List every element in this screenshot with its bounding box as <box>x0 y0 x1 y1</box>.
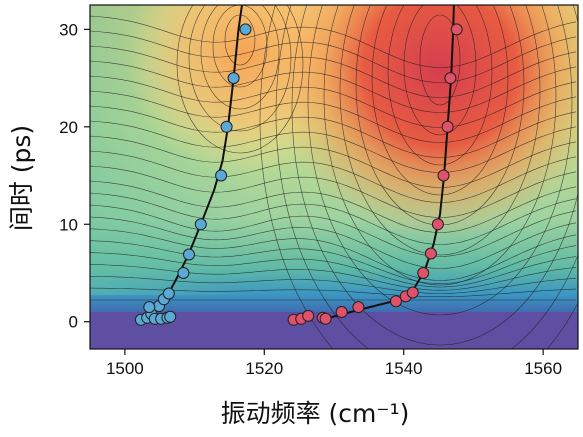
contour-line <box>403 5 477 136</box>
data-point <box>164 310 177 323</box>
contour-line <box>307 5 573 316</box>
data-point <box>302 309 315 322</box>
x-tick-label: 1560 <box>524 359 562 378</box>
data-point <box>220 120 233 133</box>
y-tick-label: 20 <box>59 118 78 137</box>
data-point <box>143 301 156 314</box>
contour-line <box>90 228 577 281</box>
data-point <box>335 306 348 318</box>
data-points <box>134 23 463 326</box>
data-point <box>352 301 365 314</box>
y-tick-label: 30 <box>59 20 78 39</box>
data-point <box>183 248 195 261</box>
contour-line <box>90 120 577 173</box>
contour-line <box>188 5 292 132</box>
contour-line <box>90 204 577 257</box>
contour-line <box>200 5 280 110</box>
y-tick-label: 0 <box>69 313 78 332</box>
contour-line <box>90 105 577 158</box>
contour-line <box>90 165 577 218</box>
data-point <box>227 72 240 85</box>
contour-line <box>387 5 493 166</box>
data-point <box>406 286 419 299</box>
y-axis: 0 10 20 30 <box>59 20 90 332</box>
data-point <box>319 312 332 325</box>
contour-line <box>259 5 578 349</box>
contour-background <box>90 5 578 349</box>
contour-line <box>90 75 577 128</box>
data-point <box>239 23 252 36</box>
contour-line <box>90 135 577 188</box>
y-axis-label: 间时 (ps) <box>7 125 36 231</box>
x-tick-label: 1500 <box>106 359 144 378</box>
data-point <box>177 267 190 279</box>
contour-line <box>90 45 577 98</box>
contour-line <box>90 15 577 68</box>
contour-line <box>339 5 541 256</box>
contour-line <box>90 90 577 143</box>
contour-line <box>419 14 461 106</box>
plot-frame <box>89 4 579 350</box>
contour-line <box>371 5 509 196</box>
contour-line <box>323 5 557 286</box>
data-point <box>450 23 463 36</box>
data-point <box>441 120 454 133</box>
y-tick-label: 10 <box>59 215 78 234</box>
data-point <box>444 72 457 85</box>
data-point <box>424 247 437 260</box>
plot-area <box>89 4 579 350</box>
contour-line <box>90 192 577 245</box>
data-point <box>215 169 228 182</box>
contour-line <box>90 30 577 83</box>
contour-line <box>291 5 578 346</box>
data-point <box>437 169 450 182</box>
data-point <box>162 287 175 300</box>
x-tick-label: 1540 <box>385 359 423 378</box>
x-axis: 1500 1520 1540 1560 <box>106 349 562 378</box>
contour-line <box>275 5 578 349</box>
contour-line <box>90 60 577 113</box>
data-point <box>417 267 430 279</box>
x-axis-label: 振动频率 (cm⁻¹) <box>221 399 410 428</box>
contour-line <box>90 216 577 269</box>
data-point <box>194 218 207 231</box>
data-point <box>390 295 402 308</box>
contour-line <box>176 5 304 154</box>
x-tick-label: 1520 <box>245 359 283 378</box>
contour-line <box>90 276 577 294</box>
contour-line <box>90 150 577 203</box>
contour-line <box>90 252 577 288</box>
contour-line <box>90 240 577 284</box>
contour-line <box>90 180 577 233</box>
data-point <box>431 218 444 231</box>
contour-line <box>212 5 268 88</box>
